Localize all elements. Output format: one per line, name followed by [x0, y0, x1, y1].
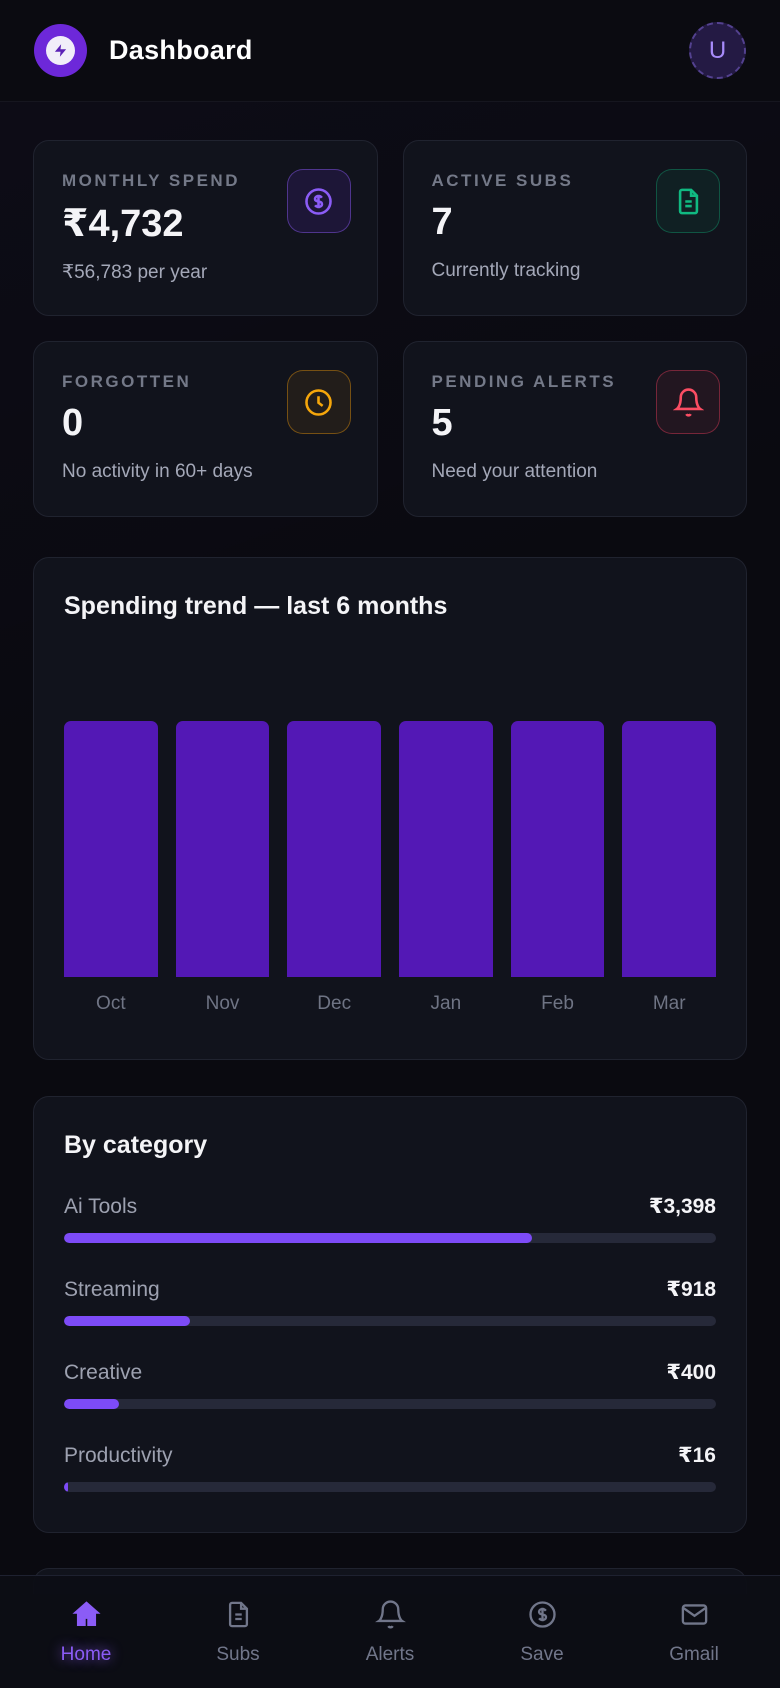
chart-bar-label: Jan: [430, 993, 462, 1014]
stat-value: 7: [431, 201, 453, 243]
chart-title: Spending trend — last 6 months: [64, 592, 448, 620]
progress-track: [64, 1233, 716, 1243]
nav-item-save[interactable]: Save: [487, 1599, 597, 1666]
progress-track: [64, 1316, 716, 1326]
stat-label: FORGOTTEN: [62, 372, 192, 391]
category-row: Streaming ₹918: [64, 1277, 716, 1326]
by-category-card: By category Ai Tools ₹3,398 Streaming ₹9…: [33, 1096, 747, 1533]
file-text-icon: [223, 1599, 254, 1635]
progress-fill: [64, 1233, 533, 1243]
stat-sub: Currently tracking: [431, 260, 581, 281]
progress-fill: [64, 1482, 68, 1492]
stat-card-pending-alerts: PENDING ALERTS 5 Need your attention: [402, 341, 747, 517]
nav-label: Subs: [216, 1643, 260, 1665]
chart-bar-label: Oct: [96, 993, 126, 1014]
progress-track: [64, 1482, 716, 1492]
bar-chart-labels: Oct Nov Dec Jan Feb Mar: [64, 993, 716, 1015]
spending-trend-card: Spending trend — last 6 months Oct Nov Dec…: [33, 557, 747, 1060]
progress-fill: [64, 1399, 120, 1409]
stat-label: PENDING ALERTS: [431, 372, 617, 391]
category-label: Ai Tools: [64, 1195, 138, 1218]
chart-bar-label: Mar: [652, 993, 686, 1014]
app-logo: [34, 24, 87, 77]
clock-icon: [286, 370, 351, 434]
mail-icon: [679, 1599, 710, 1635]
home-icon: [71, 1599, 102, 1635]
page-title: Dashboard: [109, 35, 253, 65]
category-label: Creative: [64, 1361, 143, 1384]
category-value: ₹3,398: [648, 1195, 716, 1218]
nav-label: Save: [520, 1643, 564, 1665]
nav-item-home[interactable]: Home: [31, 1599, 141, 1666]
bell-icon: [656, 370, 720, 434]
stats-grid: MONTHLY SPEND ₹4,732 ₹56,783 per year AC…: [33, 140, 747, 517]
progress-fill: [64, 1316, 191, 1326]
stat-card-forgotten: FORGOTTEN 0 No activity in 60+ days: [33, 341, 378, 517]
category-value: ₹16: [678, 1444, 716, 1467]
chart-bar: [64, 721, 158, 977]
stat-sub: No activity in 60+ days: [62, 461, 253, 482]
app-header: Dashboard U: [0, 0, 780, 102]
stat-sub: ₹56,783 per year: [62, 262, 208, 283]
chart-bar: [399, 721, 493, 977]
bar-chart: [64, 721, 717, 977]
category-value: ₹400: [666, 1361, 716, 1384]
nav-item-alerts[interactable]: Alerts: [335, 1599, 445, 1666]
stat-value: ₹4,732: [62, 203, 184, 245]
chart-bar: [510, 721, 605, 977]
dollar-circle-icon: [286, 169, 351, 233]
categories-title: By category: [64, 1131, 208, 1159]
stat-value: 0: [62, 402, 84, 444]
chart-bar: [287, 721, 382, 977]
bottom-nav: Home Subs Alerts Save Gmail: [0, 1575, 780, 1688]
category-row: Ai Tools ₹3,398: [64, 1194, 716, 1243]
chart-bar: [175, 721, 270, 977]
stat-label: MONTHLY SPEND: [62, 171, 240, 190]
stat-label: ACTIVE SUBS: [431, 171, 574, 190]
chart-bar-label: Nov: [205, 993, 240, 1014]
category-label: Streaming: [64, 1278, 160, 1301]
category-row: Productivity ₹16: [64, 1443, 716, 1492]
bell-icon: [374, 1599, 406, 1635]
progress-track: [64, 1399, 716, 1409]
category-value: ₹918: [666, 1278, 716, 1301]
stat-card-monthly-spend: MONTHLY SPEND ₹4,732 ₹56,783 per year: [33, 140, 378, 316]
avatar[interactable]: U: [689, 22, 746, 79]
file-text-icon: [656, 169, 720, 233]
category-label: Productivity: [64, 1444, 173, 1467]
zap-icon: [46, 36, 75, 65]
chart-bar: [622, 721, 717, 977]
category-row: Creative ₹400: [64, 1360, 716, 1409]
nav-item-subs[interactable]: Subs: [183, 1599, 293, 1666]
chart-bar-label: Dec: [317, 993, 352, 1014]
stat-sub: Need your attention: [431, 461, 598, 482]
dollar-circle-icon: [527, 1599, 558, 1635]
nav-label: Gmail: [669, 1643, 719, 1665]
stat-value: 5: [431, 402, 453, 444]
nav-item-gmail[interactable]: Gmail: [639, 1599, 749, 1666]
nav-label: Alerts: [365, 1643, 415, 1665]
nav-label: Home: [60, 1643, 112, 1665]
chart-bar-label: Feb: [541, 993, 574, 1014]
stat-card-active-subs: ACTIVE SUBS 7 Currently tracking: [402, 140, 747, 316]
